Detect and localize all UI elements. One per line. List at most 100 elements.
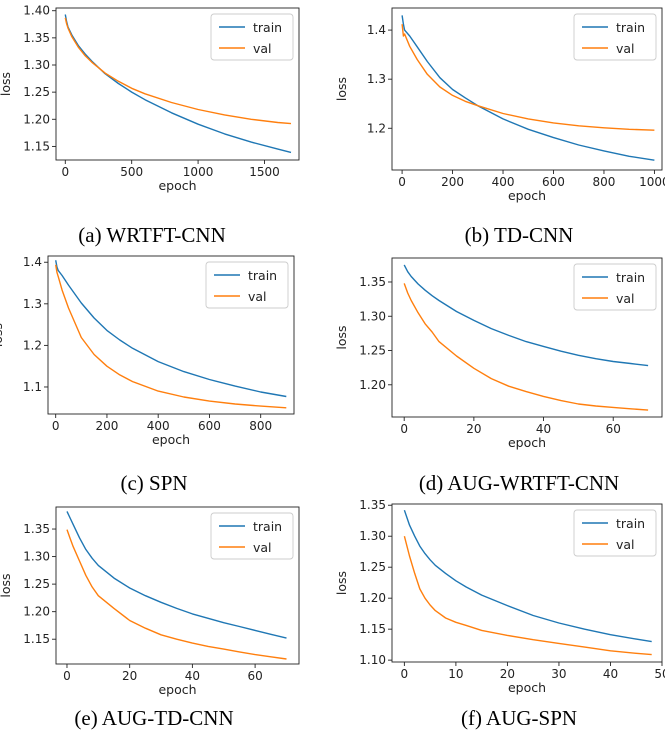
x-tick-label: 20 [122, 669, 137, 683]
x-axis-label: epoch [152, 432, 190, 447]
y-axis-label: loss [334, 571, 349, 595]
chart-4: 1.15 1.20 1.25 1.30 1.35 0 20 40 60 epoch loss trai… [0, 506, 300, 730]
x-tick-label: 20 [466, 422, 481, 436]
legend-label: val [616, 537, 635, 552]
y-tick-label: 1.25 [23, 577, 50, 591]
series-line-train [403, 264, 649, 367]
x-tick-label: 1000 [639, 175, 665, 189]
chart-2: 1.1 1.2 1.3 1.4 0 200 400 600 800 epoch loss train v… [0, 255, 295, 495]
x-tick-label: 40 [185, 669, 200, 683]
y-tick-label: 1.35 [23, 31, 50, 45]
y-axis-label: loss [0, 323, 5, 347]
legend-label: train [253, 519, 282, 534]
chart-1: 1.2 1.3 1.4 0 200 400 600 800 1000 epoch loss train… [334, 7, 665, 247]
series-line-train [55, 260, 287, 398]
x-tick-label: 800 [249, 419, 272, 433]
x-tick-label: 20 [500, 667, 515, 681]
y-tick-label: 1.20 [23, 112, 50, 126]
x-axis-label: epoch [508, 188, 546, 203]
x-tick-label: 10 [448, 667, 463, 681]
legend-label: train [616, 270, 645, 285]
legend-label: train [253, 20, 282, 35]
y-tick-label: 1.30 [23, 58, 50, 72]
series-line-train [403, 509, 652, 643]
y-tick-label: 1.1 [23, 380, 42, 394]
y-tick-label: 1.30 [359, 309, 386, 323]
y-axis-label: loss [0, 72, 13, 96]
y-tick-label: 1.4 [367, 23, 386, 37]
x-tick-label: 40 [603, 667, 618, 681]
chart-5: 1.10 1.15 1.20 1.25 1.30 1.35 0 10 20 30 40 50 epoch… [334, 498, 665, 730]
y-axis-label: loss [0, 573, 13, 597]
y-tick-label: 1.15 [359, 622, 386, 636]
x-tick-label: 0 [61, 165, 69, 179]
subfigure-caption: (a) WRTFT-CNN [78, 223, 225, 247]
x-tick-label: 0 [398, 175, 406, 189]
chart-0: 1.15 1.20 1.25 1.30 1.35 1.40 0 500 1000 1500 epoc… [0, 4, 300, 247]
x-tick-label: 0 [400, 422, 408, 436]
y-tick-label: 1.10 [359, 653, 386, 667]
legend-label: train [248, 268, 277, 283]
y-tick-label: 1.25 [23, 85, 50, 99]
y-tick-label: 1.30 [23, 550, 50, 564]
y-tick-label: 1.20 [359, 591, 386, 605]
y-axis-label: loss [334, 325, 349, 349]
x-tick-label: 200 [441, 175, 464, 189]
series-line-val [55, 264, 287, 409]
series-line-val [66, 529, 287, 660]
subfigure-caption: (d) AUG-WRTFT-CNN [419, 471, 619, 495]
series-line-val [401, 24, 655, 131]
x-tick-label: 1500 [249, 165, 280, 179]
y-tick-label: 1.35 [359, 498, 386, 512]
x-tick-label: 400 [492, 175, 515, 189]
y-tick-label: 1.15 [23, 632, 50, 646]
subfigure-caption: (f) AUG-SPN [461, 706, 577, 730]
x-tick-label: 400 [147, 419, 170, 433]
y-tick-label: 1.20 [23, 605, 50, 619]
x-tick-label: 0 [401, 667, 409, 681]
legend-label: val [616, 291, 635, 306]
series-line-train [66, 511, 287, 639]
x-axis-label: epoch [508, 680, 546, 695]
x-tick-label: 500 [120, 165, 143, 179]
x-tick-label: 600 [542, 175, 565, 189]
y-tick-label: 1.3 [367, 72, 386, 86]
y-tick-label: 1.25 [359, 560, 386, 574]
x-axis-label: epoch [508, 435, 546, 450]
x-tick-label: 200 [95, 419, 118, 433]
legend-label: train [616, 20, 645, 35]
x-tick-label: 0 [52, 419, 60, 433]
subfigure-caption: (e) AUG-TD-CNN [74, 706, 233, 730]
x-tick-label: 0 [63, 669, 71, 683]
legend-label: val [253, 540, 272, 555]
chart-3: 1.20 1.25 1.30 1.35 0 20 40 60 epoch loss train val… [334, 257, 663, 495]
legend-label: val [616, 41, 635, 56]
y-tick-label: 1.30 [359, 529, 386, 543]
x-tick-label: 50 [654, 667, 665, 681]
series-line-val [403, 536, 652, 656]
y-tick-label: 1.2 [367, 121, 386, 135]
y-tick-label: 1.35 [359, 275, 386, 289]
series-line-val [64, 17, 292, 125]
y-tick-label: 1.15 [23, 139, 50, 153]
y-tick-label: 1.20 [359, 378, 386, 392]
subfigure-caption: (c) SPN [120, 471, 187, 495]
y-tick-label: 1.3 [23, 297, 42, 311]
legend-label: val [248, 289, 267, 304]
x-tick-label: 800 [593, 175, 616, 189]
y-tick-label: 1.40 [23, 4, 50, 18]
series-line-val [403, 283, 649, 411]
y-tick-label: 1.35 [23, 522, 50, 536]
y-axis-label: loss [334, 77, 349, 101]
x-tick-label: 600 [198, 419, 221, 433]
x-tick-label: 60 [606, 422, 621, 436]
y-tick-label: 1.4 [23, 255, 42, 269]
x-tick-label: 60 [247, 669, 262, 683]
subfigure-caption: (b) TD-CNN [465, 223, 574, 247]
series-line-train [401, 15, 655, 161]
x-axis-label: epoch [158, 682, 196, 697]
x-tick-label: 40 [536, 422, 551, 436]
x-tick-label: 30 [551, 667, 566, 681]
x-axis-label: epoch [158, 178, 196, 193]
